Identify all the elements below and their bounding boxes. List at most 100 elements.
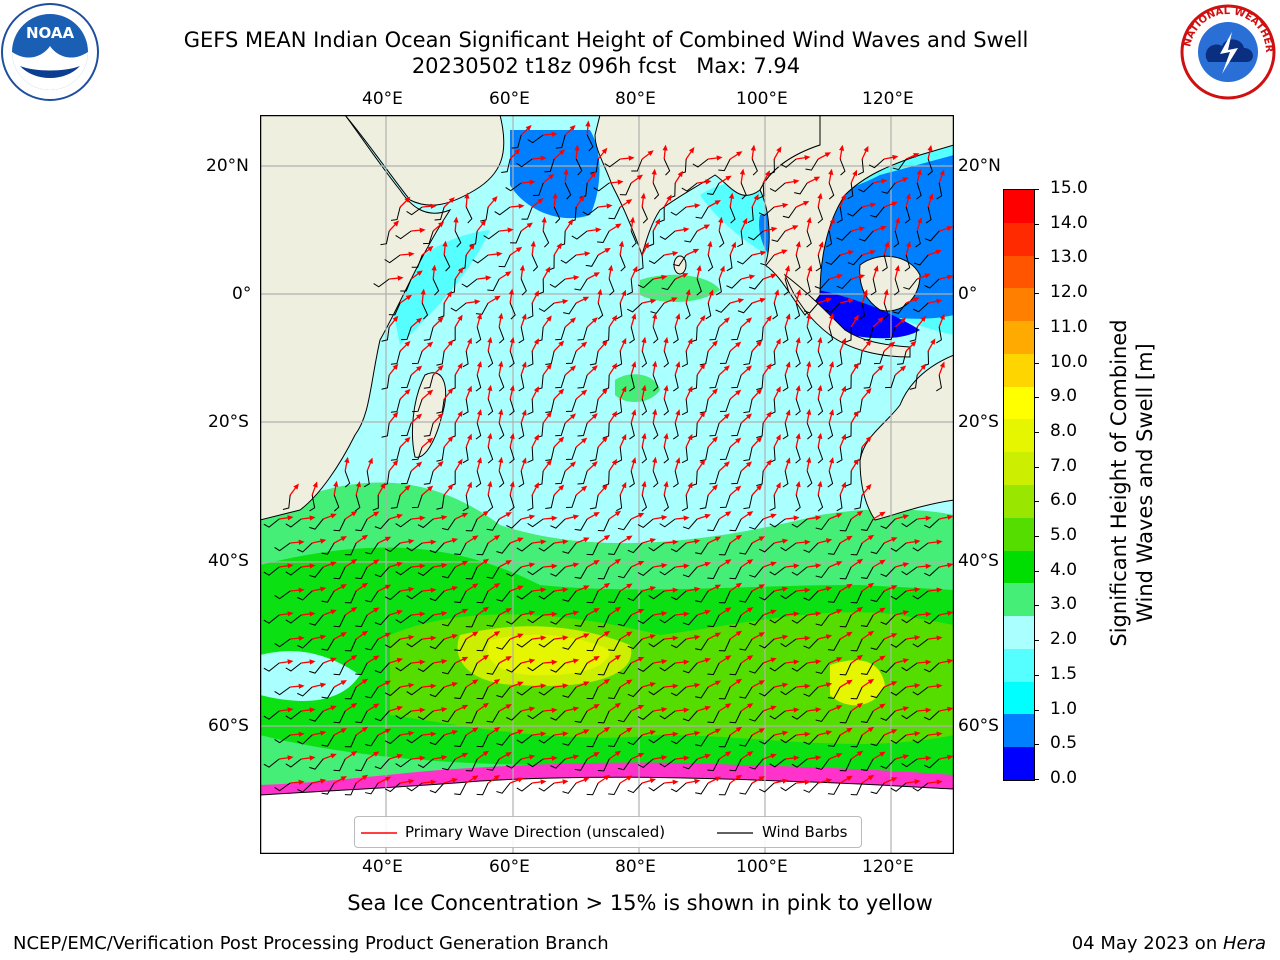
wave-arrow-head bbox=[453, 216, 459, 223]
wind-barb bbox=[263, 566, 280, 576]
wave-arrow-head bbox=[487, 336, 493, 343]
wave-arrow-head bbox=[877, 365, 884, 371]
wind-barb bbox=[436, 398, 445, 414]
wind-barb bbox=[858, 182, 874, 193]
wave-arrow-head bbox=[825, 586, 833, 592]
wave-arrow-head bbox=[467, 481, 472, 488]
wave-arrow-head bbox=[914, 539, 921, 545]
wave-arrow-head bbox=[879, 751, 886, 757]
wind-barb bbox=[782, 374, 789, 392]
wind-barb bbox=[718, 230, 725, 248]
wave-arrow-head bbox=[641, 336, 647, 344]
wind-barb bbox=[321, 734, 335, 747]
wind-barb bbox=[589, 494, 599, 510]
wind-barb bbox=[400, 278, 412, 292]
wave-arrow-head bbox=[731, 241, 736, 249]
band-8m-east bbox=[830, 660, 885, 706]
wave-arrow-head bbox=[631, 361, 637, 368]
wind-barb bbox=[731, 470, 742, 485]
wind-barb bbox=[355, 614, 368, 628]
wind-barb bbox=[739, 638, 753, 651]
colorbar-tick-label: 3.0 bbox=[1050, 594, 1078, 615]
wave-arrow-head bbox=[796, 289, 802, 296]
wave-arrow-head bbox=[447, 339, 454, 346]
wave-arrow-head bbox=[641, 384, 647, 392]
wave-arrow-head bbox=[309, 659, 316, 665]
wave-arrow-head bbox=[404, 436, 411, 443]
wave-arrow-head bbox=[745, 365, 753, 372]
wind-barb bbox=[297, 638, 313, 649]
wave-arrow-head bbox=[350, 751, 358, 757]
wind-barb bbox=[759, 590, 775, 601]
wave-arrow-head bbox=[867, 774, 875, 781]
wind-barb bbox=[586, 590, 599, 604]
wind-barb bbox=[586, 686, 599, 700]
wind-barb bbox=[718, 638, 731, 652]
wave-arrow-head bbox=[815, 755, 822, 761]
wind-barb bbox=[395, 758, 412, 768]
wind-barb bbox=[511, 134, 522, 149]
wind-barb bbox=[699, 398, 709, 414]
wave-arrow-head bbox=[782, 634, 789, 640]
wave-arrow-head bbox=[775, 434, 781, 441]
wave-arrow-head bbox=[601, 147, 608, 154]
wind-barb bbox=[417, 566, 434, 577]
wave-arrow-head bbox=[766, 411, 772, 418]
wave-arrow-head bbox=[745, 461, 753, 468]
wave-arrow-head bbox=[756, 388, 763, 395]
wind-barb bbox=[863, 374, 874, 389]
wind-barb bbox=[912, 638, 929, 648]
wind-barb bbox=[388, 302, 401, 316]
wind-barb bbox=[696, 278, 702, 296]
wave-arrow-head bbox=[900, 317, 907, 324]
wave-arrow-head bbox=[708, 289, 714, 296]
wind-barb bbox=[707, 758, 720, 772]
wave-arrow-head bbox=[367, 457, 373, 464]
wind-barb bbox=[565, 398, 577, 413]
wave-arrow-head bbox=[569, 124, 576, 131]
wave-arrow-head bbox=[817, 336, 823, 343]
wind-barb bbox=[597, 758, 610, 772]
wind-barb bbox=[885, 374, 896, 389]
wave-arrow-head bbox=[441, 562, 448, 569]
wave-arrow-head bbox=[540, 779, 547, 785]
wave-arrow-head bbox=[529, 514, 536, 520]
wind-barb bbox=[670, 542, 687, 553]
wind-barb bbox=[516, 782, 533, 792]
wind-barb bbox=[758, 182, 765, 199]
wave-arrow-head bbox=[562, 539, 569, 545]
wind-barb bbox=[574, 758, 588, 771]
wave-arrow-head bbox=[320, 586, 327, 592]
wave-arrow-head bbox=[675, 457, 681, 464]
wind-barb bbox=[344, 470, 351, 488]
wave-arrow-head bbox=[745, 413, 753, 420]
wave-arrow-head bbox=[482, 702, 490, 709]
wind-barb bbox=[384, 686, 401, 697]
wave-arrow-head bbox=[782, 586, 789, 592]
wind-barb bbox=[577, 326, 588, 341]
wind-barb bbox=[912, 734, 929, 744]
wind-barb bbox=[739, 782, 753, 795]
wind-barb bbox=[602, 326, 610, 343]
wind-barb bbox=[344, 542, 357, 556]
band-3m-eq bbox=[640, 274, 720, 302]
wave-arrow-head bbox=[517, 585, 524, 591]
wave-arrow-head bbox=[824, 152, 832, 158]
colorbar bbox=[1003, 189, 1035, 781]
wind-barb bbox=[782, 422, 789, 440]
wave-arrow-head bbox=[683, 659, 690, 665]
wind-barb bbox=[417, 614, 434, 625]
wave-arrow-head bbox=[330, 657, 337, 663]
wave-arrow-head bbox=[551, 515, 558, 521]
wind-barb bbox=[650, 302, 665, 314]
wind-barb bbox=[936, 182, 943, 200]
wave-arrow-head bbox=[442, 240, 448, 247]
wave-arrow-head bbox=[312, 481, 318, 488]
wave-arrow-head bbox=[505, 271, 512, 277]
wave-arrow-head bbox=[384, 728, 392, 734]
wind-barb bbox=[803, 542, 819, 553]
nws-logo-icon: NATIONAL WEATHER SERVICE bbox=[1176, 2, 1276, 100]
wave-arrow-head bbox=[675, 409, 681, 416]
wind-barb bbox=[406, 206, 423, 216]
wind-barb bbox=[412, 398, 423, 413]
